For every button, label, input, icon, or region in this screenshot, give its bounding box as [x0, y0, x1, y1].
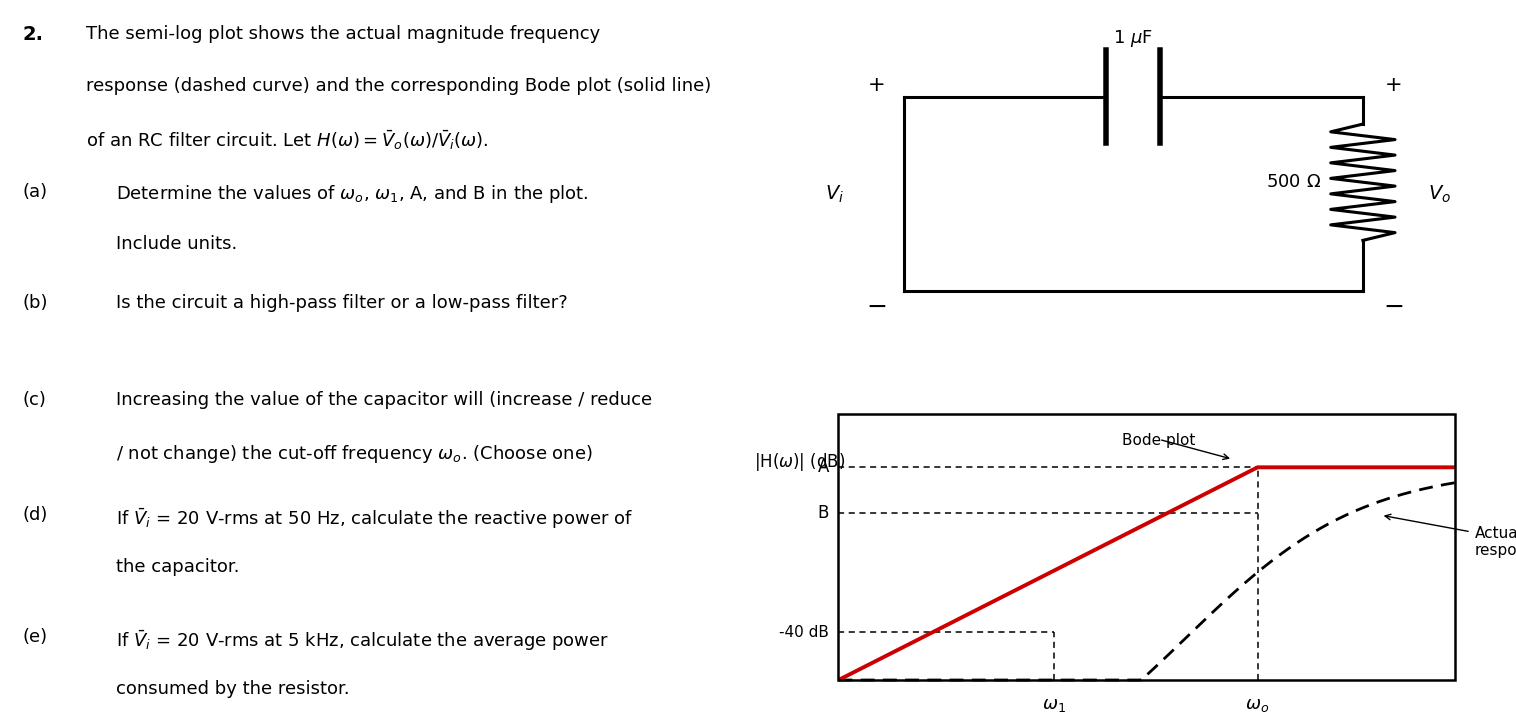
Text: (c): (c) [23, 391, 47, 409]
Text: Include units.: Include units. [117, 235, 238, 253]
Text: −: − [1383, 294, 1404, 319]
Bar [838, 414, 1455, 680]
Text: of an RC filter circuit. Let $H(\omega) = \bar{V}_o(\omega)/\bar{V}_i(\omega)$.: of an RC filter circuit. Let $H(\omega) … [86, 129, 488, 152]
Text: $\omega_1$: $\omega_1$ [1041, 696, 1066, 714]
Text: response (dashed curve) and the corresponding Bode plot (solid line): response (dashed curve) and the correspo… [86, 77, 711, 95]
Text: Increasing the value of the capacitor will (increase / reduce: Increasing the value of the capacitor wi… [117, 391, 652, 409]
Text: Determine the values of $\omega_o$, $\omega_1$, A, and B in the plot.: Determine the values of $\omega_o$, $\om… [117, 183, 588, 205]
Text: Bode plot: Bode plot [1122, 433, 1196, 448]
Text: the capacitor.: the capacitor. [117, 558, 240, 576]
Text: $V_i$: $V_i$ [825, 183, 844, 205]
Text: (a): (a) [23, 183, 47, 201]
Text: Actual
response: Actual response [1475, 526, 1516, 558]
Text: If $\bar{V}_i$ = 20 V-rms at 5 kHz, calculate the average power: If $\bar{V}_i$ = 20 V-rms at 5 kHz, calc… [117, 628, 609, 653]
Text: If $\bar{V}_i$ = 20 V-rms at 50 Hz, calculate the reactive power of: If $\bar{V}_i$ = 20 V-rms at 50 Hz, calc… [117, 506, 634, 531]
Text: $\omega_o$: $\omega_o$ [1246, 696, 1269, 714]
Text: / not change) the cut-off frequency $\omega_o$. (Choose one): / not change) the cut-off frequency $\om… [117, 443, 593, 465]
Text: $V_o$: $V_o$ [1428, 183, 1451, 205]
Text: |H($\omega$)| (dB): |H($\omega$)| (dB) [755, 451, 846, 473]
Text: (b): (b) [23, 294, 49, 312]
Text: A: A [817, 458, 829, 476]
Text: +: + [1384, 75, 1402, 95]
Text: consumed by the resistor.: consumed by the resistor. [117, 680, 350, 698]
Text: The semi-log plot shows the actual magnitude frequency: The semi-log plot shows the actual magni… [86, 25, 600, 43]
Text: Is the circuit a high-pass filter or a low-pass filter?: Is the circuit a high-pass filter or a l… [117, 294, 568, 312]
Text: B: B [817, 503, 829, 521]
Text: 2.: 2. [23, 25, 44, 44]
Text: −: − [866, 294, 887, 319]
Text: -40 dB: -40 dB [779, 625, 829, 640]
Text: (e): (e) [23, 628, 47, 646]
Text: 500 $\Omega$: 500 $\Omega$ [1266, 173, 1320, 191]
Text: 1 $\mu$F: 1 $\mu$F [1113, 28, 1154, 50]
Text: (d): (d) [23, 506, 49, 524]
Text: +: + [869, 75, 885, 95]
